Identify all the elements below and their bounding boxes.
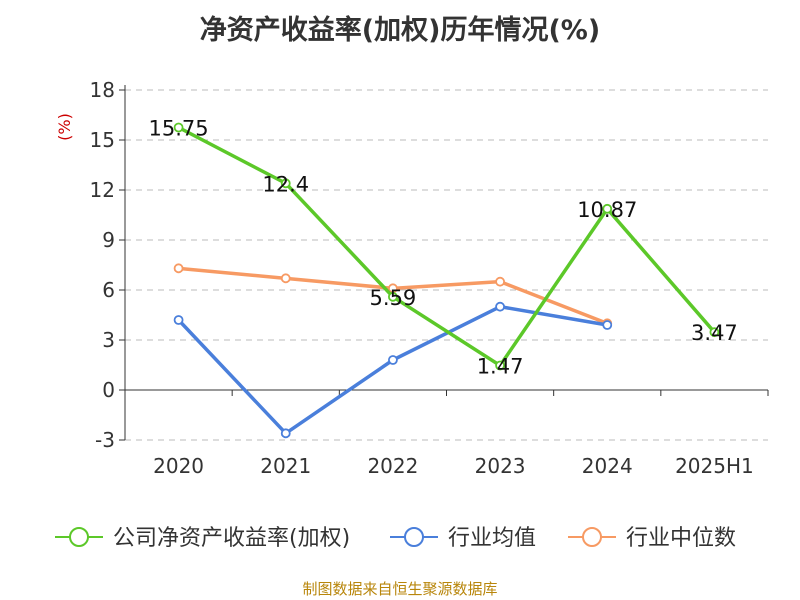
x-tick-label: 2022 [367,454,418,478]
legend-label-avg: 行业均值 [448,526,536,551]
data-point-company [495,360,505,371]
x-tick-label: 2023 [475,454,526,478]
data-label: 5.59 [370,286,417,310]
data-point-company [709,327,720,338]
data-point-median [495,276,505,287]
x-tick-label: 2021 [260,454,311,478]
data-point-company [388,291,398,302]
y-axis-unit-label: (%) [55,113,74,141]
y-tick-label: 12 [90,178,115,202]
x-tick-label: 2025H1 [675,454,754,478]
data-label: 15.75 [149,117,209,141]
data-label: 3.47 [691,321,738,345]
data-label: 1.47 [477,355,524,379]
data-point-company [173,122,184,133]
data-label: 10.87 [577,198,637,222]
data-source-note: 制图数据来自恒生聚源数据库 [302,580,498,598]
legend-label-company: 公司净资产收益率(加权) [113,526,350,551]
x-tick-label: 2024 [582,454,633,478]
y-tick-label: 6 [102,278,115,302]
data-point-avg [388,355,398,365]
data-point-median [173,263,184,274]
legend-marker-avg [404,527,424,547]
legend-marker-company [69,527,89,547]
y-tick-label: 15 [90,128,115,152]
legend-marker-median [582,527,602,547]
y-tick-label: 3 [102,328,115,352]
y-tick-label: 18 [90,78,115,102]
data-point-median [280,273,291,284]
y-tick-label: 0 [102,378,115,402]
x-tick-label: 2020 [153,454,204,478]
data-point-avg [602,320,613,330]
y-tick-label: -3 [95,428,115,452]
series-line-company [177,125,716,368]
data-point-company [280,178,291,189]
legend-label-median: 行业中位数 [626,526,736,551]
y-tick-label: 9 [102,228,115,252]
chart-title: 净资产收益率(加权)历年情况(%) [199,15,601,46]
data-point-avg [495,301,505,312]
data-label: 12.4 [262,172,309,196]
data-point-avg [173,315,184,325]
series-line-avg [177,304,608,436]
data-point-avg [280,428,291,439]
data-point-company [602,203,613,214]
